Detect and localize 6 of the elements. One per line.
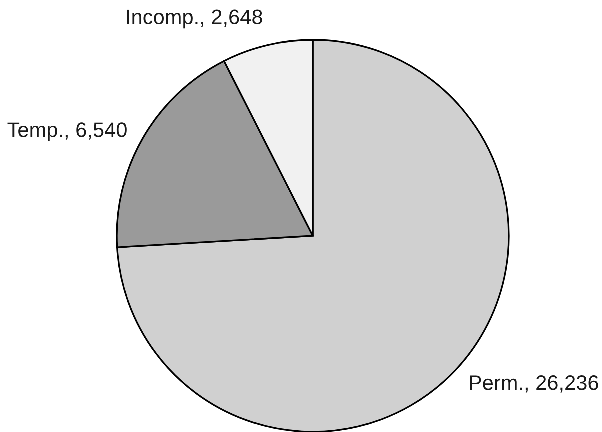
slice-label: Perm. bbox=[470, 376, 522, 390]
slice-label: Temp. bbox=[8, 122, 62, 142]
data-label: , 26,236 bbox=[526, 376, 598, 393]
data-label: , 2,648 bbox=[201, 10, 262, 27]
data-label: , 6,540 bbox=[66, 122, 127, 140]
slice-label: Incomp. bbox=[127, 10, 198, 29]
